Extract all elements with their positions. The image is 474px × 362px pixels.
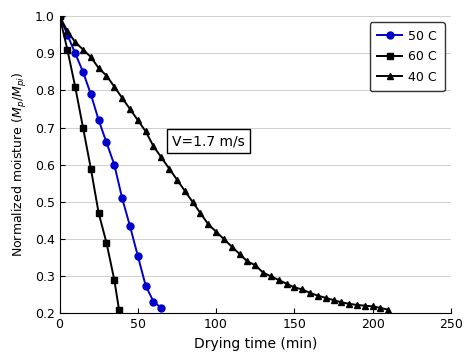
Line: 40 C: 40 C xyxy=(56,13,392,313)
40 C xyxy=(64,29,70,33)
40 C xyxy=(323,296,328,300)
50 C xyxy=(158,306,164,310)
40 C xyxy=(111,85,117,89)
40 C xyxy=(80,47,86,52)
40 C xyxy=(338,300,344,304)
40 C xyxy=(331,298,337,302)
60 C xyxy=(104,241,109,245)
40 C xyxy=(119,96,125,100)
Line: 50 C: 50 C xyxy=(56,13,165,311)
40 C xyxy=(276,278,282,282)
50 C xyxy=(57,14,63,18)
40 C xyxy=(346,302,352,306)
40 C xyxy=(127,107,133,111)
40 C xyxy=(378,306,383,310)
Y-axis label: Normalized moisture ($M_p$/$M_{pi}$): Normalized moisture ($M_p$/$M_{pi}$) xyxy=(11,72,29,257)
Text: V=1.7 m/s: V=1.7 m/s xyxy=(172,134,245,148)
40 C xyxy=(166,166,172,171)
60 C xyxy=(80,126,86,130)
60 C xyxy=(73,85,78,89)
40 C xyxy=(237,252,242,256)
40 C xyxy=(354,303,360,307)
40 C xyxy=(158,155,164,160)
40 C xyxy=(362,303,368,308)
40 C xyxy=(73,40,78,44)
40 C xyxy=(151,144,156,148)
40 C xyxy=(135,118,141,122)
60 C xyxy=(116,308,122,312)
40 C xyxy=(252,263,258,267)
40 C xyxy=(57,14,63,18)
X-axis label: Drying time (min): Drying time (min) xyxy=(193,337,317,351)
40 C xyxy=(182,189,188,193)
40 C xyxy=(205,222,211,227)
40 C xyxy=(190,200,195,204)
50 C xyxy=(73,51,78,55)
50 C xyxy=(111,163,117,167)
40 C xyxy=(96,66,101,70)
50 C xyxy=(151,299,156,304)
Legend: 50 C, 60 C, 40 C: 50 C, 60 C, 40 C xyxy=(370,22,445,91)
60 C xyxy=(88,166,94,171)
40 C xyxy=(213,230,219,234)
50 C xyxy=(104,140,109,145)
60 C xyxy=(57,14,63,18)
40 C xyxy=(143,129,148,134)
40 C xyxy=(245,259,250,264)
50 C xyxy=(96,118,101,122)
40 C xyxy=(370,304,375,308)
40 C xyxy=(307,291,313,295)
40 C xyxy=(229,244,235,249)
50 C xyxy=(119,196,125,201)
40 C xyxy=(315,294,321,298)
50 C xyxy=(127,224,133,228)
40 C xyxy=(300,287,305,291)
40 C xyxy=(104,73,109,78)
40 C xyxy=(284,282,290,286)
40 C xyxy=(292,285,297,290)
40 C xyxy=(221,237,227,241)
50 C xyxy=(135,254,141,258)
40 C xyxy=(260,270,266,275)
40 C xyxy=(174,177,180,182)
40 C xyxy=(268,274,274,278)
Line: 60 C: 60 C xyxy=(56,13,122,313)
50 C xyxy=(88,92,94,96)
40 C xyxy=(198,211,203,215)
50 C xyxy=(143,283,148,288)
40 C xyxy=(385,308,391,312)
60 C xyxy=(111,278,117,282)
50 C xyxy=(80,70,86,74)
50 C xyxy=(64,33,70,37)
60 C xyxy=(64,47,70,52)
60 C xyxy=(96,211,101,215)
40 C xyxy=(88,55,94,59)
